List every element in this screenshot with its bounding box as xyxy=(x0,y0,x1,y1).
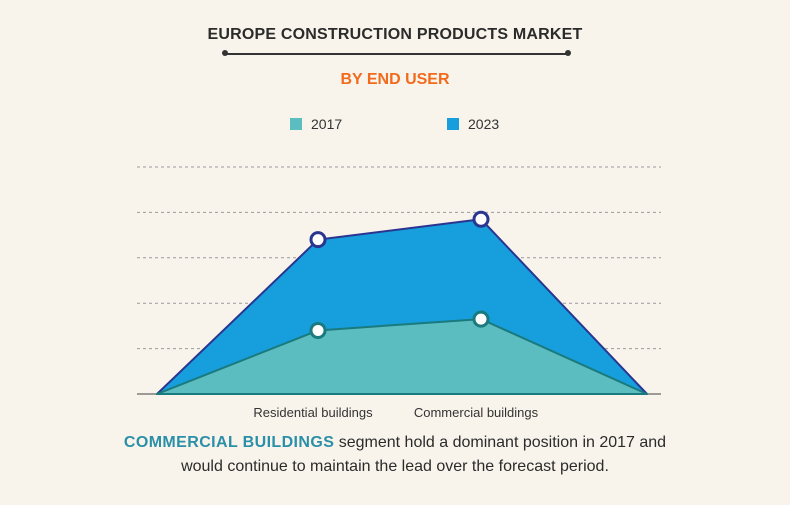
data-point-2017 xyxy=(472,310,490,328)
legend-swatch-2023 xyxy=(447,118,459,130)
x-axis-labels: Residential buildings Commercial building… xyxy=(253,405,538,420)
caption-highlight: COMMERCIAL BUILDINGS xyxy=(123,434,335,451)
legend-label-2023: 2023 xyxy=(468,116,500,132)
legend-item-2023: 2023 xyxy=(447,115,499,133)
chart-caption: COMMERCIAL BUILDINGS segment hold a domi… xyxy=(0,431,790,479)
legend-label-2017: 2017 xyxy=(311,116,343,132)
caption-line2: would continue to maintain the lead over… xyxy=(181,458,609,475)
title-rule xyxy=(225,53,570,55)
data-point-2023 xyxy=(309,231,327,249)
data-point-2017 xyxy=(309,321,327,339)
data-point-2023 xyxy=(472,210,490,228)
marker-layer xyxy=(309,210,490,339)
caption-line1: segment hold a dominant position in 2017… xyxy=(334,434,667,451)
x-tick-label: Residential buildings xyxy=(253,405,373,420)
legend-item-2017: 2017 xyxy=(290,115,342,133)
chart-title: EUROPE CONSTRUCTION PRODUCTS MARKET xyxy=(207,26,583,43)
chart-subtitle: BY END USER xyxy=(340,71,450,88)
title-rule-right-dot xyxy=(565,50,571,56)
x-tick-label: Commercial buildings xyxy=(414,405,539,420)
area-layer xyxy=(156,218,648,395)
legend-swatch-2017 xyxy=(290,118,302,130)
